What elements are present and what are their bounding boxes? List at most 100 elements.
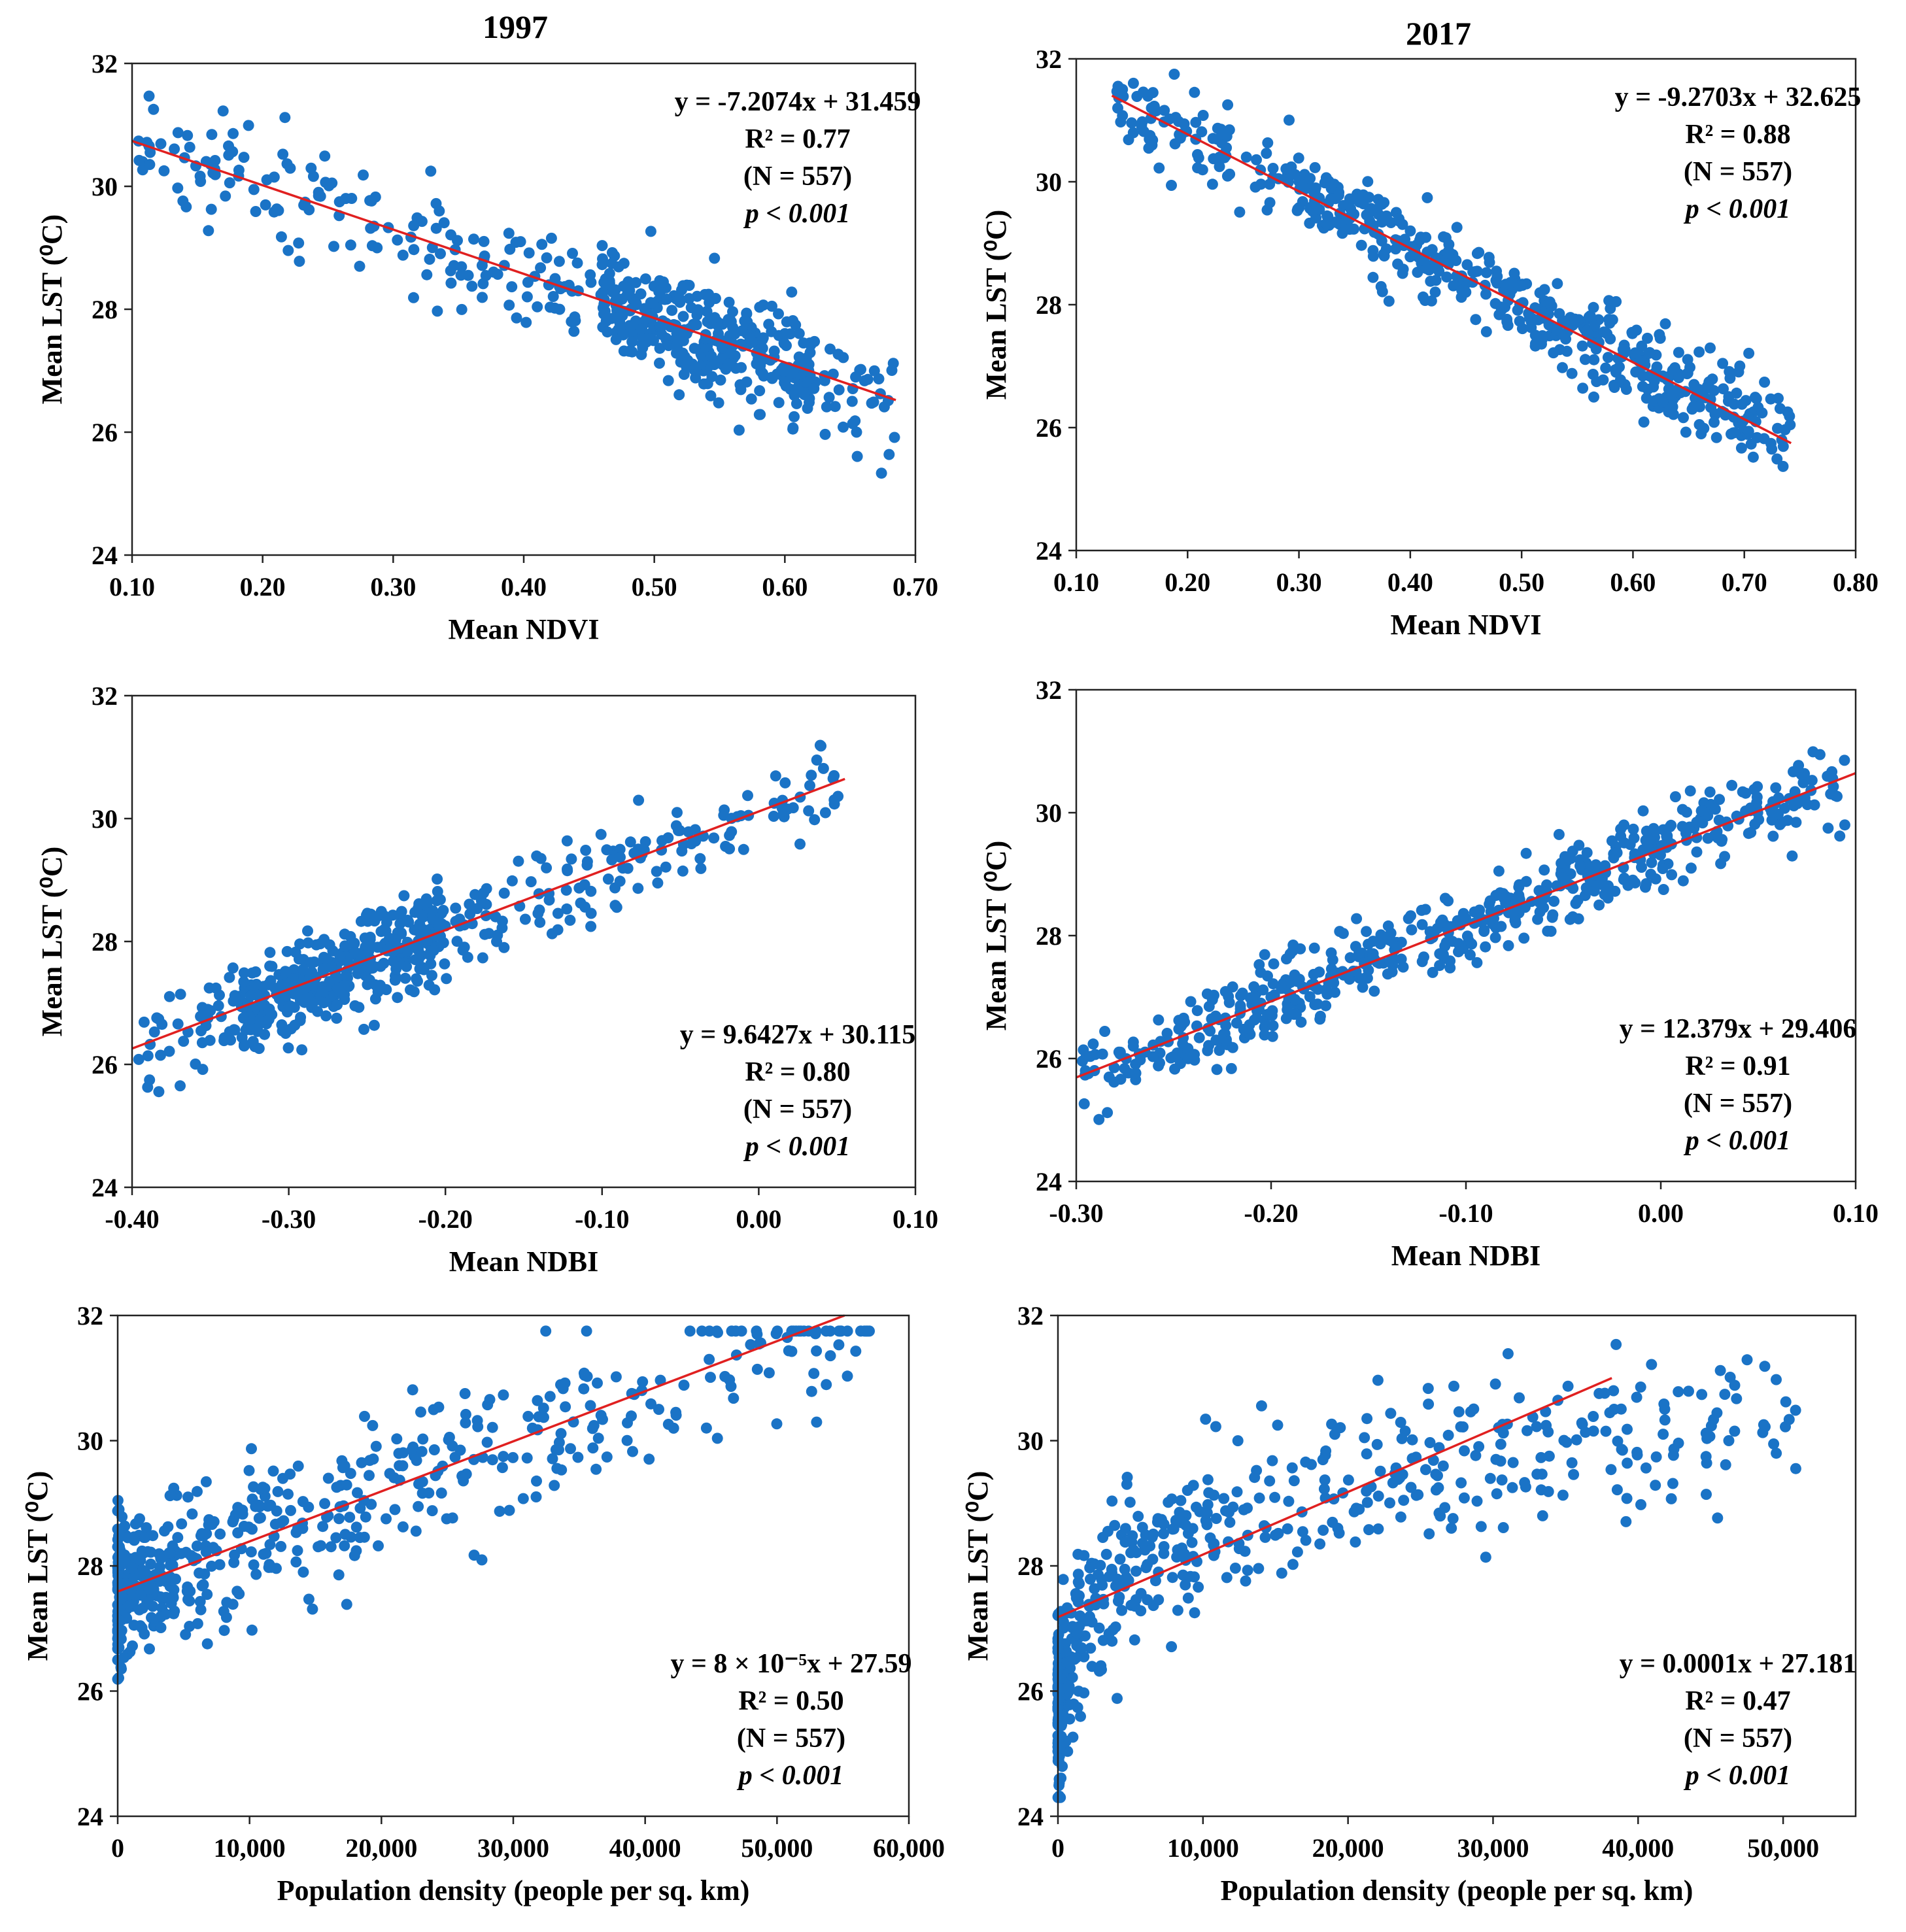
data-point	[1359, 1432, 1370, 1444]
data-point	[1147, 87, 1159, 99]
data-point	[298, 199, 310, 211]
data-point	[448, 260, 460, 271]
data-point	[1480, 1551, 1491, 1563]
data-point	[164, 1490, 176, 1502]
y-tick-label: 32	[1017, 1301, 1044, 1330]
data-point	[1588, 864, 1600, 875]
data-point	[408, 244, 420, 256]
x-tick-label: 0.10	[1053, 568, 1099, 597]
data-point	[282, 1042, 294, 1054]
data-point	[1137, 1537, 1148, 1549]
data-point	[271, 203, 282, 215]
x-tick-label: 0.00	[1638, 1198, 1684, 1228]
data-point	[445, 277, 457, 289]
data-point	[408, 220, 420, 231]
data-point	[496, 922, 508, 934]
data-point	[1404, 225, 1416, 237]
data-point	[1117, 110, 1129, 122]
data-point	[1268, 958, 1280, 970]
data-point	[1097, 1579, 1108, 1591]
data-point	[1211, 1064, 1223, 1076]
data-point	[683, 826, 694, 838]
data-point	[1374, 1465, 1386, 1477]
data-point	[1470, 1449, 1482, 1461]
data-point	[1166, 1572, 1178, 1584]
data-point	[1743, 347, 1755, 359]
data-point	[1839, 754, 1850, 766]
data-point	[263, 978, 275, 990]
x-tick-label: 0.40	[501, 572, 547, 602]
data-point	[224, 972, 235, 983]
data-point	[745, 1339, 757, 1351]
data-point	[506, 875, 518, 887]
data-point	[1709, 804, 1721, 815]
data-point	[1718, 383, 1729, 395]
y-tick-label: 26	[92, 418, 118, 447]
data-point	[806, 770, 817, 781]
data-point	[602, 326, 613, 338]
data-point	[630, 297, 642, 309]
data-point	[1329, 987, 1340, 998]
data-point	[411, 973, 422, 985]
data-point	[1646, 856, 1658, 868]
data-point	[1218, 1493, 1230, 1504]
y-axis-label: Mean LST (⁰C)	[980, 210, 1012, 400]
data-point	[1801, 799, 1813, 811]
data-point	[1491, 1488, 1503, 1500]
data-point	[1392, 258, 1404, 270]
data-point	[166, 1574, 178, 1586]
data-point	[1616, 1444, 1627, 1455]
data-point	[1267, 1020, 1279, 1032]
data-point	[163, 1045, 175, 1057]
data-point	[538, 1412, 549, 1423]
data-point	[1688, 401, 1699, 413]
data-point	[1385, 927, 1397, 939]
data-point	[259, 1483, 271, 1495]
data-point	[277, 148, 289, 160]
data-point	[1158, 1518, 1170, 1530]
annotation-line: p < 0.001	[737, 1761, 843, 1791]
data-point	[1642, 332, 1653, 344]
data-point	[706, 350, 717, 362]
data-point	[1471, 957, 1483, 968]
data-point	[1149, 1575, 1161, 1587]
data-point	[1423, 264, 1435, 276]
data-point	[1657, 863, 1669, 874]
y-tick-label: 30	[1036, 167, 1062, 197]
data-point	[1719, 1389, 1731, 1400]
data-point	[1700, 383, 1711, 395]
data-point	[673, 293, 685, 305]
data-point	[1548, 896, 1560, 907]
data-point	[144, 1643, 155, 1655]
y-tick-label: 26	[1017, 1677, 1044, 1706]
x-tick-label: 10,000	[1167, 1833, 1239, 1863]
y-tick-label: 30	[77, 1427, 103, 1456]
data-point	[1099, 1026, 1111, 1037]
data-point	[163, 991, 175, 1002]
data-point	[755, 409, 766, 420]
data-point	[1158, 1528, 1169, 1540]
data-point	[522, 1410, 534, 1422]
data-point	[1659, 318, 1671, 330]
data-point	[1659, 1403, 1671, 1415]
data-point	[290, 946, 301, 958]
data-point	[1489, 932, 1501, 943]
data-point	[530, 1491, 542, 1502]
data-point	[369, 979, 381, 991]
data-point	[477, 952, 488, 964]
data-point	[1363, 938, 1374, 950]
data-point	[178, 1036, 190, 1047]
data-point	[1364, 205, 1376, 217]
data-point	[1654, 329, 1665, 341]
data-point	[1163, 1497, 1174, 1508]
data-point	[195, 1604, 207, 1616]
data-point	[435, 248, 446, 260]
data-point	[814, 739, 826, 751]
data-point	[334, 951, 346, 962]
data-point	[1127, 1530, 1138, 1542]
x-axis-label: Population density (people per sq. km)	[277, 1874, 750, 1907]
data-point	[833, 1339, 845, 1351]
data-point	[637, 1376, 649, 1387]
data-point	[425, 165, 437, 177]
data-point	[472, 1421, 484, 1432]
